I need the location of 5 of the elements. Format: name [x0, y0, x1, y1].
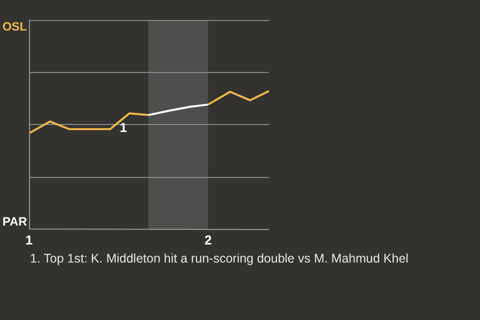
text: 1. Top 1st: K. Middleton hit a run-scoring double vs M. Mahmud Khel	[30, 251, 408, 266]
x-tick-label: 2	[204, 232, 212, 248]
text: PAR	[2, 214, 28, 228]
annotation: 1	[120, 120, 127, 135]
text: OSL	[2, 19, 27, 34]
